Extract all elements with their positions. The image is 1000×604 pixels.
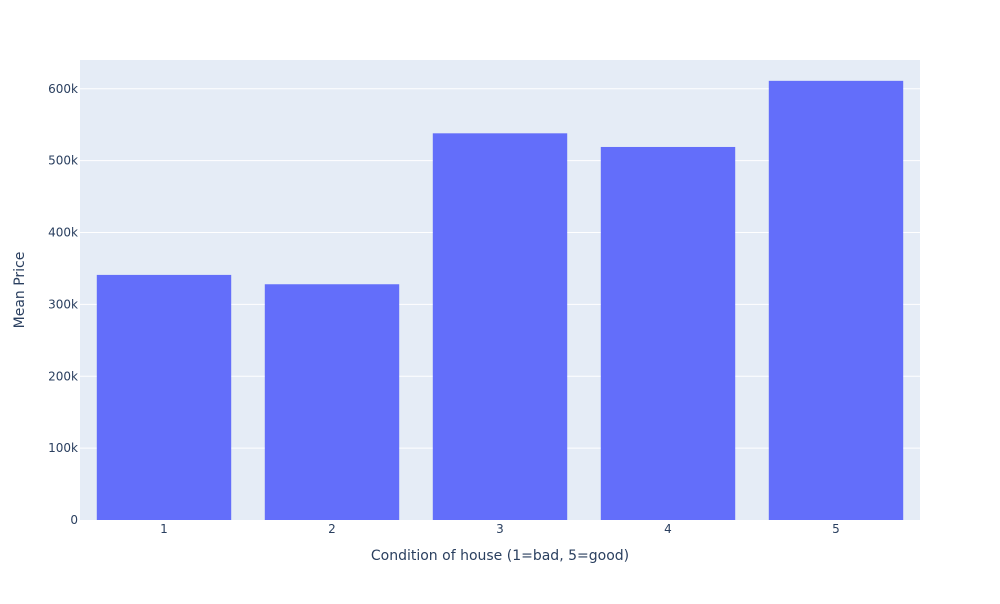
x-tick-label: 2 (328, 522, 336, 536)
y-tick-label: 200k (48, 369, 78, 383)
x-axis-ticks: 1 2 3 4 5 (160, 522, 840, 536)
x-tick-label: 5 (832, 522, 840, 536)
bar-condition-3[interactable] (432, 133, 568, 520)
y-tick-label: 300k (48, 297, 78, 311)
x-tick-label: 4 (664, 522, 672, 536)
x-axis-title: Condition of house (1=bad, 5=good) (371, 548, 629, 564)
bar-condition-1[interactable] (96, 274, 232, 520)
bar-condition-4[interactable] (600, 146, 736, 520)
y-tick-label: 500k (48, 154, 78, 168)
y-tick-label: 100k (48, 441, 78, 455)
y-tick-label: 0 (70, 513, 78, 527)
bars (96, 80, 904, 520)
x-tick-label: 1 (160, 522, 168, 536)
y-axis-title: Mean Price (12, 252, 28, 329)
bar-condition-2[interactable] (264, 284, 400, 520)
y-tick-label: 600k (48, 82, 78, 96)
x-tick-label: 3 (496, 522, 504, 536)
bar-condition-5[interactable] (768, 80, 904, 520)
y-tick-label: 400k (48, 226, 78, 240)
y-axis-ticks: 0 100k 200k 300k 400k 500k 600k (48, 82, 78, 527)
